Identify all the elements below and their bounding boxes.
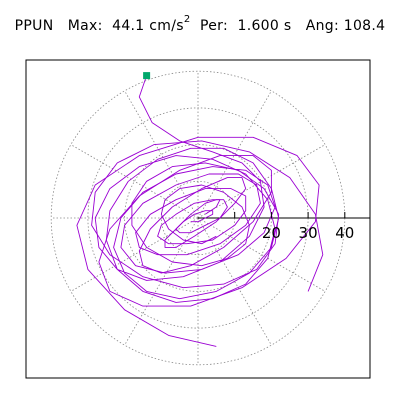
period-value: 1.600 s (237, 18, 292, 34)
tick-label-40: 40 (335, 224, 354, 242)
period-label: Per: (200, 18, 228, 34)
polar-spoke-120 (124, 90, 199, 219)
angle-value: 108.4 (343, 18, 386, 34)
chart-title: PPUN Max: 44.1 cm/s2 Per: 1.600 s Ang: 1… (0, 15, 400, 34)
trace-series-1 (76, 136, 320, 347)
max-label: Max: (67, 18, 103, 34)
unit-label: cm/s (149, 18, 184, 34)
tick-labels: 20 30 40 (234, 212, 354, 242)
plot-frame (25, 59, 371, 379)
max-value: 44.1 (112, 18, 145, 34)
trace-series-0 (94, 75, 280, 303)
angle-label: Ang: (305, 18, 339, 34)
unit-exponent: 2 (183, 14, 191, 26)
tick-label-20: 20 (262, 224, 281, 242)
trace-series-2 (91, 140, 324, 292)
tick-label-30: 30 (299, 224, 318, 242)
motion-traces (76, 75, 324, 347)
polar-spoke-60 (197, 90, 272, 219)
markers (143, 72, 151, 80)
start-marker (143, 72, 151, 80)
station-code: PPUN (14, 18, 54, 34)
